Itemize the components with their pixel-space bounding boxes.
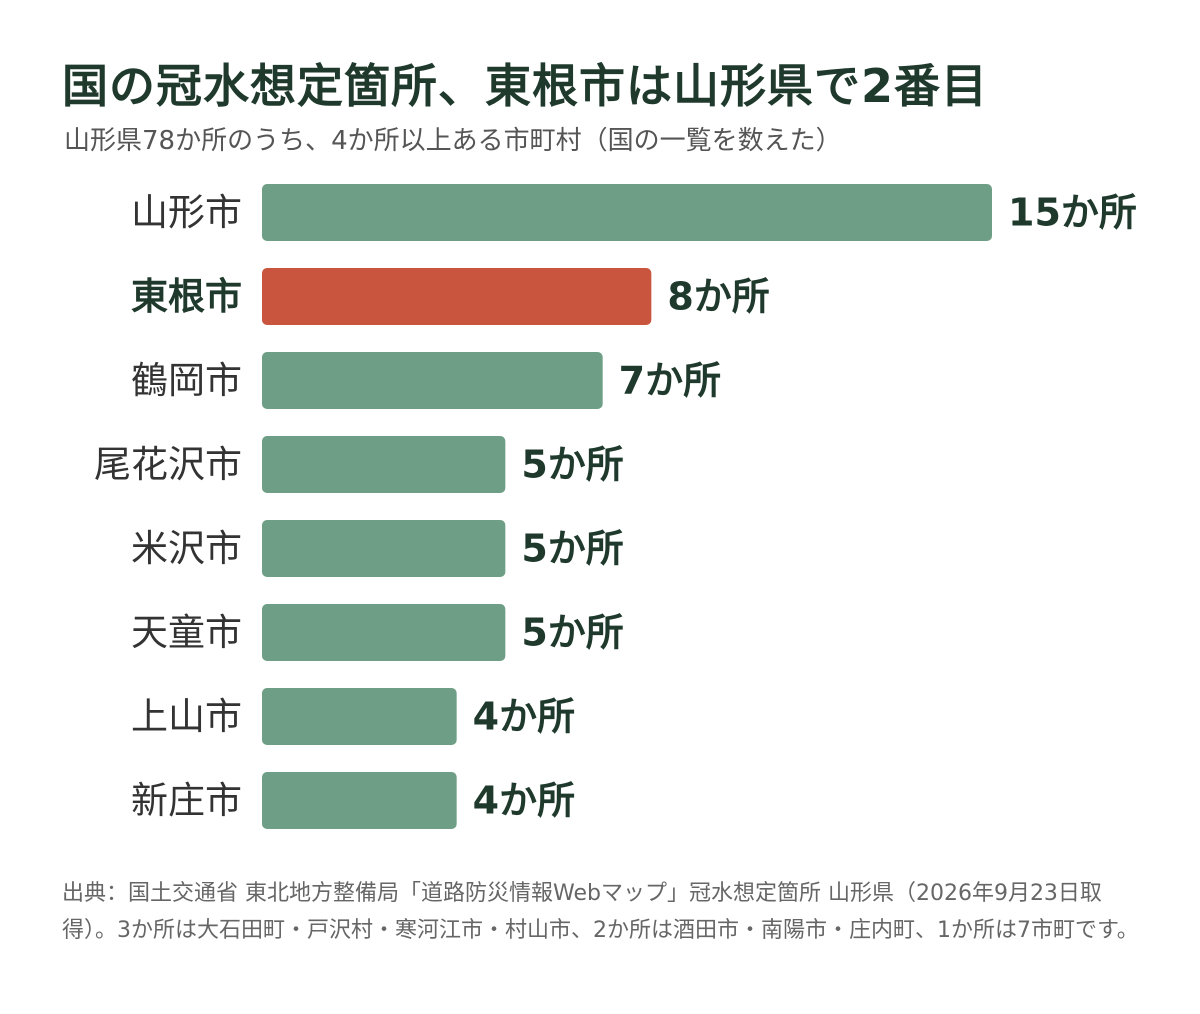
value-label: 4か所 <box>473 779 575 823</box>
category-label: 鶴岡市 <box>131 359 242 402</box>
bar <box>262 688 457 745</box>
category-label: 東根市 <box>131 275 242 318</box>
bar <box>262 184 992 241</box>
value-label: 4か所 <box>473 695 575 739</box>
value-label: 5か所 <box>521 443 623 487</box>
value-label: 15か所 <box>1008 191 1137 235</box>
category-label: 山形市 <box>131 191 242 234</box>
category-label: 天童市 <box>131 611 242 654</box>
bar <box>262 352 603 409</box>
bar <box>262 436 506 493</box>
category-label: 尾花沢市 <box>94 443 242 486</box>
bar <box>262 520 506 577</box>
bar <box>262 604 506 661</box>
value-label: 5か所 <box>521 611 623 655</box>
chart-subtitle: 山形県78か所のうち、4か所以上ある市町村（国の一覧を数えた） <box>64 126 842 156</box>
category-label: 上山市 <box>131 695 242 738</box>
value-label: 8か所 <box>667 275 769 319</box>
source-note: 出典：国土交通省 東北地方整備局「道路防災情報Webマップ」冠水想定箇所 山形県… <box>62 881 1139 943</box>
bar <box>262 772 457 829</box>
value-label: 7か所 <box>619 359 721 403</box>
bar-highlight <box>262 268 652 325</box>
chart-title: 国の冠水想定箇所、東根市は山形県で2番目 <box>62 59 989 113</box>
value-label: 5か所 <box>521 527 623 571</box>
category-label: 米沢市 <box>131 527 242 570</box>
category-label: 新庄市 <box>131 779 242 822</box>
